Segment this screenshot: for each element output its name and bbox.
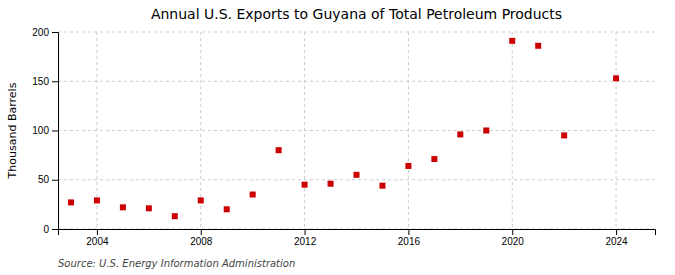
x-tick-label: 2008 [190,236,213,247]
point [198,197,204,203]
point [431,156,437,162]
x-grid-line [616,32,617,229]
x-tick-label: 2016 [398,236,421,247]
point [509,38,515,44]
x-tick-mark [305,229,306,235]
point [224,206,230,212]
y-tick-label: 100 [32,125,49,136]
y-tick-mark [52,131,58,132]
x-tick: 2008 [190,229,213,247]
point [483,128,489,134]
x-grid-line [512,32,513,229]
point [457,131,463,137]
x-tick-label: 2024 [605,236,628,247]
x-tick: 2024 [605,229,628,247]
y-tick-label: 200 [32,27,49,38]
y-tick: 50 [38,174,58,185]
y-grid-line [58,179,655,180]
point [250,192,256,198]
y-axis: 0 50 100 150 200 [32,27,58,235]
y-tick-mark [52,32,58,33]
x-grid-line [304,32,305,229]
x-tick: 2004 [86,229,109,247]
source-note: Source: U.S. Energy Information Administ… [58,258,295,269]
y-tick-mark [52,180,58,181]
x-axis: 2004 2008 2012 2016 2020 2024 [59,229,656,247]
x-tick-mark [408,229,409,235]
y-tick: 150 [32,76,58,87]
point [561,132,567,138]
x-tick-mark [201,229,202,235]
y-tick-label: 150 [32,76,49,87]
y-axis-title: Thousand Barrels [6,82,19,179]
grid [58,32,655,229]
chart-container: 2004 2008 2012 2016 2020 2024 0 50 100 150 200 Annu… [0,0,675,275]
point [354,172,360,178]
point [94,197,100,203]
x-tick: 2012 [294,229,317,247]
y-tick: 200 [32,27,58,38]
x-grid-line [408,32,409,229]
point [302,182,308,188]
x-axis-line [59,230,656,236]
x-tick-label: 2004 [86,236,109,247]
point [535,43,541,49]
point [379,183,385,189]
x-tick: 2020 [502,229,525,247]
x-tick-label: 2020 [502,236,525,247]
x-tick: 2016 [398,229,421,247]
point [120,204,126,210]
point [405,163,411,169]
x-tick-mark [97,229,98,235]
x-tick-label: 2012 [294,236,317,247]
y-grid-line [58,81,655,82]
point [172,213,178,219]
title: Annual U.S. Exports to Guyana of Total P… [151,6,562,22]
y-tick-mark [52,81,58,82]
chart-svg: 2004 2008 2012 2016 2020 2024 0 50 100 150 200 Annu… [0,0,675,275]
plot-area [68,38,619,219]
x-tick-mark [512,229,513,235]
y-axis-line [52,33,59,230]
y-tick-label: 0 [43,224,49,235]
y-tick-mark [52,229,58,230]
y-tick: 0 [43,224,58,235]
point [276,147,282,153]
x-tick-mark [616,229,617,235]
point [328,181,334,187]
y-tick-label: 50 [38,174,50,185]
y-tick: 100 [32,125,58,136]
point [68,199,74,205]
y-grid-line [58,130,655,131]
y-grid-line [58,32,655,33]
point [613,75,619,81]
point [146,205,152,211]
